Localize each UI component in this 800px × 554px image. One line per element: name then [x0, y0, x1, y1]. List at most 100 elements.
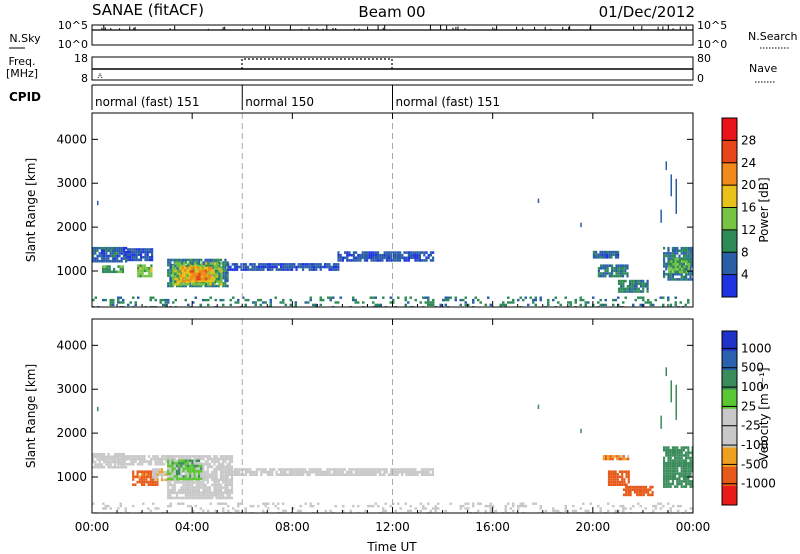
power-cell	[114, 259, 117, 263]
power-cell	[582, 298, 585, 302]
power-cell	[427, 256, 430, 260]
velocity-cell	[219, 483, 223, 487]
power-cell	[107, 254, 110, 258]
power-cell	[689, 254, 692, 258]
velocity-cell	[607, 480, 611, 484]
velocity-cell	[222, 486, 225, 489]
power-cell	[459, 303, 462, 307]
power-cell	[247, 298, 250, 302]
velocity-cell	[610, 480, 613, 484]
vel-cbar-swatch	[722, 331, 737, 351]
power-cell	[619, 272, 622, 275]
velocity-cell	[335, 468, 338, 471]
velocity-cell	[319, 468, 322, 471]
power-cell	[674, 296, 677, 299]
velocity-cell	[689, 456, 692, 460]
power-cell	[140, 256, 143, 259]
power-cell	[389, 301, 392, 304]
power-cell	[172, 301, 175, 304]
power-cell	[619, 269, 622, 273]
velocity-cell	[354, 473, 357, 476]
velocity-cell	[291, 470, 294, 474]
velocity-cell	[175, 455, 179, 458]
power-cell	[377, 253, 380, 257]
power-cell	[614, 253, 617, 256]
velocity-cell	[145, 470, 148, 473]
velocity-cell	[224, 502, 227, 505]
power-cell	[206, 263, 209, 267]
power-cell	[244, 268, 247, 271]
power-cell	[181, 271, 184, 275]
power-cell	[372, 256, 375, 260]
power-cell	[599, 253, 602, 256]
power-cell	[671, 249, 674, 253]
power-cell	[659, 296, 662, 299]
power-cell	[399, 256, 402, 260]
power-cell	[631, 279, 634, 283]
velocity-cell	[682, 474, 685, 478]
velocity-cell	[182, 455, 185, 458]
velocity-cell	[117, 455, 120, 458]
power-cell	[198, 270, 201, 273]
velocity-cell	[161, 457, 164, 461]
velocity-cell	[659, 507, 662, 510]
nave-label: Nave	[749, 62, 777, 75]
velocity-cell	[398, 468, 401, 471]
power-cell	[685, 249, 688, 253]
power-cell	[606, 264, 609, 267]
velocity-cell	[669, 509, 672, 513]
velocity-cell	[564, 504, 567, 508]
vel-cbar-tick-label: 25	[741, 399, 756, 413]
power-cell	[237, 298, 240, 302]
velocity-cell	[103, 460, 106, 464]
velocity-cell	[163, 473, 166, 476]
power-cell	[617, 264, 620, 267]
velocity-cell	[572, 504, 575, 508]
power-cell	[667, 296, 670, 299]
power-cell	[339, 259, 342, 262]
velocity-cell	[134, 460, 137, 463]
velocity-cell	[202, 494, 205, 497]
power-cell	[111, 252, 114, 255]
power-cell	[374, 296, 377, 299]
power-cell	[352, 256, 355, 260]
velocity-cell	[236, 468, 239, 471]
velocity-cell	[171, 455, 174, 458]
velocity-cell	[226, 455, 229, 458]
power-cell	[617, 269, 620, 273]
velocity-cell	[309, 504, 312, 508]
power-cell	[212, 279, 215, 283]
velocity-cell	[158, 460, 161, 463]
power-cell	[188, 266, 191, 270]
velocity-cell	[234, 509, 237, 513]
power-cell	[306, 265, 309, 269]
velocity-cell	[370, 473, 373, 476]
velocity-cell	[404, 502, 407, 505]
power-cell	[599, 298, 602, 302]
velocity-cell	[132, 483, 135, 486]
power-cell	[381, 256, 384, 260]
velocity-cell	[346, 470, 349, 474]
velocity-cell	[671, 469, 674, 473]
power-cell	[370, 251, 373, 254]
power-cell	[447, 296, 450, 299]
power-cell	[141, 274, 144, 278]
power-cell	[685, 260, 688, 263]
velocity-cell	[202, 470, 205, 474]
power-cell	[100, 246, 103, 250]
power-cell	[100, 257, 103, 260]
velocity-cell	[109, 458, 112, 461]
power-cell	[193, 258, 196, 262]
velocity-cell	[678, 477, 681, 481]
velocity-cell	[288, 473, 291, 476]
velocity-cell	[161, 462, 164, 466]
velocity-cell	[226, 475, 229, 479]
power-cell	[619, 267, 622, 270]
velocity-cell	[197, 488, 201, 492]
power-cell	[218, 280, 221, 283]
power-cell	[222, 271, 225, 275]
power-cell	[125, 259, 128, 263]
velocity-cell	[109, 455, 112, 459]
velocity-cell	[98, 465, 101, 469]
